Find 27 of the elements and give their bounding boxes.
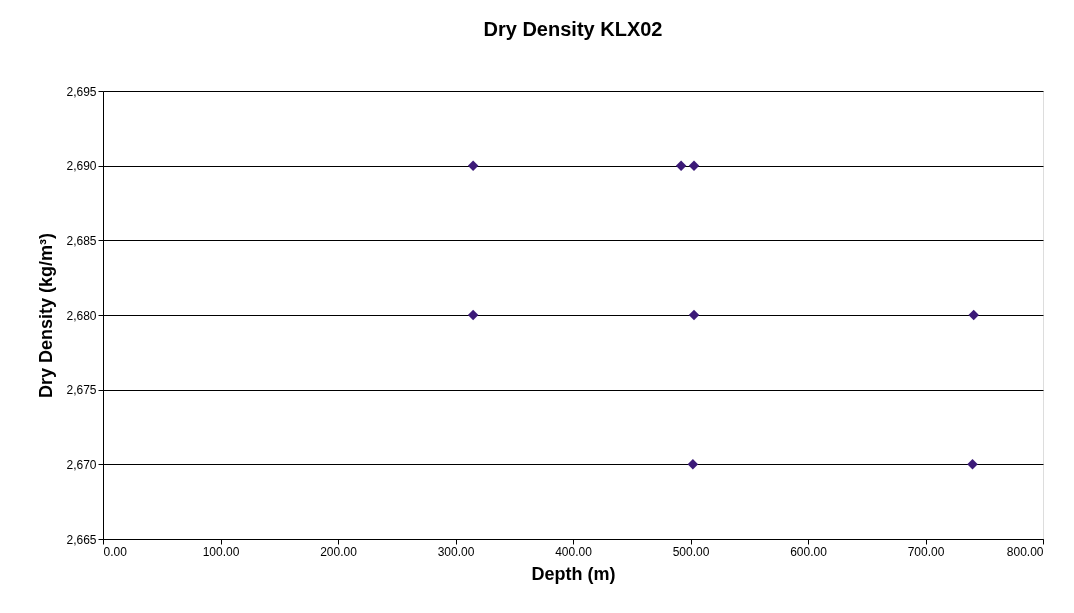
y-tick-label: 2,685 [66,233,97,248]
x-tick-label: 600.00 [790,544,828,559]
y-tick-label: 2,665 [66,532,97,547]
y-tick-label: 2,690 [66,159,97,174]
x-tick-label: 200.00 [320,544,358,559]
y-axis-title: Dry Density (kg/m³) [36,232,57,399]
x-tick-label: 500.00 [672,544,710,559]
y-tick-label: 2,675 [66,383,97,398]
point [688,160,700,171]
y-tick-label: 2,670 [66,457,97,472]
x-tick-label: 400.00 [555,544,593,559]
y-tick-label: 2,695 [66,84,97,99]
x-axis-title: Depth (m) [531,563,616,584]
x-tick-label: 0.00 [103,544,128,559]
point [688,309,700,321]
point [675,160,687,171]
point [968,309,979,321]
x-tick-label: 800.00 [1006,544,1044,559]
x-tick-label: 300.00 [437,544,475,559]
x-tick-label: 700.00 [907,544,945,559]
point [687,459,699,470]
point [467,309,479,321]
y-tick-label: 2,680 [66,308,97,323]
point [467,160,479,171]
x-tick-label: 100.00 [202,544,240,559]
point [967,459,978,470]
chart-title: Dry Density KLX02 [483,18,663,40]
